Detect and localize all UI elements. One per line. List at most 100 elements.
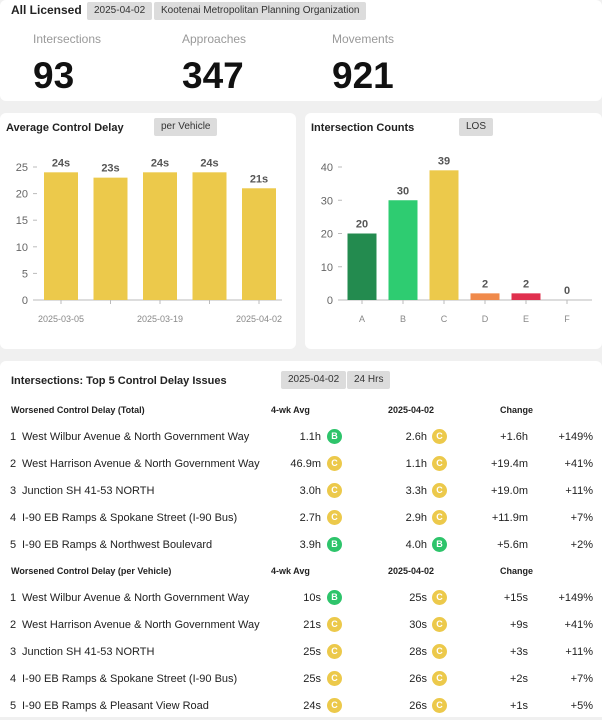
intersection-name: I-90 EB Ramps & Spokane Street (I-90 Bus… xyxy=(22,673,238,685)
row-rank: 2 xyxy=(10,458,17,470)
current-value: 26s xyxy=(409,700,427,712)
table-row[interactable]: 4 I-90 EB Ramps & Spokane Street (I-90 Bu… xyxy=(0,666,602,693)
y-tick-label: 15 xyxy=(16,215,28,227)
avg-value: 24s xyxy=(303,700,321,712)
column-header-date: 2025-04-02 xyxy=(388,566,435,576)
change-value: +5.6m xyxy=(497,539,528,551)
x-tick-label: 2025-03-05 xyxy=(38,314,84,324)
current-value: 2.6h xyxy=(405,431,427,443)
row-rank: 3 xyxy=(10,485,17,497)
table-row[interactable]: 5 I-90 EB Ramps & Northwest Boulevard 3.9h… xyxy=(0,532,602,559)
y-tick-label: 20 xyxy=(16,189,28,201)
change-value: +15s xyxy=(503,592,528,604)
table-row[interactable]: 3 Junction SH 41-53 NORTH 25s C 28s C +3s +11% xyxy=(0,639,602,666)
intersection-name: West Wilbur Avenue & North Government Wa… xyxy=(22,431,250,443)
delay-card-title: Average Control Delay xyxy=(6,122,124,134)
kpi-movements-label: Movements xyxy=(332,32,395,46)
y-tick-label: 40 xyxy=(321,162,333,174)
summary-card: All Licensed 2025-04-02 Kootenai Metropo… xyxy=(0,0,602,101)
section-heading: Worsened Control Delay (per Vehicle) xyxy=(11,566,172,576)
kpi-intersections-value: 93 xyxy=(33,55,75,96)
change-percent: +2% xyxy=(570,539,593,551)
per-vehicle-chip[interactable]: per Vehicle xyxy=(154,118,218,136)
table-row[interactable]: 3 Junction SH 41-53 NORTH 3.0h C 3.3h C +19.0m… xyxy=(0,478,602,505)
row-rank: 4 xyxy=(10,673,17,685)
data-label: 39 xyxy=(438,155,450,167)
table-row[interactable]: 2 West Harrison Avenue & North Government… xyxy=(0,451,602,478)
data-label: 2 xyxy=(523,278,529,290)
column-header-change: Change xyxy=(500,405,534,415)
current-value: 4.0h xyxy=(405,539,427,551)
row-rank: 4 xyxy=(10,512,17,524)
counts-card-title: Intersection Counts xyxy=(311,122,415,134)
table-row[interactable]: 5 I-90 EB Ramps & Pleasant View Road 24s C 2… xyxy=(0,693,602,720)
intersection-name: West Harrison Avenue & North Government … xyxy=(22,458,260,470)
issues-title: Intersections: Top 5 Control Delay Issue… xyxy=(11,375,227,387)
avg-value: 25s xyxy=(303,673,321,685)
los-chip[interactable]: LOS xyxy=(459,118,494,136)
los-badge: C xyxy=(327,617,342,632)
x-tick-label: A xyxy=(359,314,365,324)
los-badge: C xyxy=(327,671,342,686)
y-tick-label: 10 xyxy=(16,242,28,254)
y-tick-label: 0 xyxy=(22,295,28,307)
change-value: +2s xyxy=(509,673,528,685)
intersection-name: West Harrison Avenue & North Government … xyxy=(22,619,260,631)
avg-value: 46.9m xyxy=(290,458,321,470)
organization-filter-chip[interactable]: Kootenai Metropolitan Planning Organizat… xyxy=(154,2,367,20)
bar-2025-03-05 xyxy=(44,172,78,300)
data-label: 21s xyxy=(250,173,268,185)
change-percent: +5% xyxy=(570,700,593,712)
row-rank: 5 xyxy=(10,700,17,712)
top-issues-card: Intersections: Top 5 Control Delay Issue… xyxy=(0,361,602,717)
x-tick-label: 2025-04-02 xyxy=(236,314,282,324)
issues-period-chip[interactable]: 24 Hrs xyxy=(347,371,391,389)
los-badge: C xyxy=(432,456,447,471)
row-rank: 1 xyxy=(10,592,17,604)
date-filter-chip[interactable]: 2025-04-02 xyxy=(87,2,153,20)
los-badge: C xyxy=(432,671,447,686)
bar-D xyxy=(470,293,500,300)
table-row[interactable]: 1 West Wilbur Avenue & North Government W… xyxy=(0,585,602,612)
los-badge: C xyxy=(327,698,342,713)
x-tick-label: E xyxy=(523,314,529,324)
issues-date-chip[interactable]: 2025-04-02 xyxy=(281,371,347,389)
bar-E xyxy=(511,293,541,300)
average-control-delay-chart: 0 5 10 15 20 25 24s 23s 24s 24s 21s 2025-03-05 2025-… xyxy=(16,157,282,324)
change-percent: +7% xyxy=(570,673,593,685)
data-label: 2 xyxy=(482,278,488,290)
los-badge: C xyxy=(432,698,447,713)
change-value: +11.9m xyxy=(491,512,528,524)
change-percent: +149% xyxy=(558,431,593,443)
intersection-name: I-90 EB Ramps & Northwest Boulevard xyxy=(22,539,213,551)
current-value: 3.3h xyxy=(405,485,427,497)
avg-value: 3.9h xyxy=(299,539,321,551)
change-value: +9s xyxy=(509,619,528,631)
page-title: All Licensed xyxy=(11,3,82,17)
data-label: 24s xyxy=(52,157,70,169)
avg-value: 25s xyxy=(303,646,321,658)
change-percent: +11% xyxy=(565,646,593,658)
kpi-approaches-value: 347 xyxy=(182,55,244,96)
los-badge: B xyxy=(432,537,447,552)
y-tick-label: 10 xyxy=(321,262,333,274)
intersection-name: I-90 EB Ramps & Spokane Street (I-90 Bus… xyxy=(22,512,238,524)
table-row[interactable]: 4 I-90 EB Ramps & Spokane Street (I-90 Bu… xyxy=(0,505,602,532)
avg-value: 1.1h xyxy=(299,431,321,443)
data-label: 24s xyxy=(151,157,169,169)
kpi-intersections-label: Intersections xyxy=(33,32,102,46)
intersection-name: Junction SH 41-53 NORTH xyxy=(22,485,155,497)
average-control-delay-card: Average Control Delay per Vehicle 0 5 10 15… xyxy=(0,113,296,349)
x-tick-label: C xyxy=(441,314,448,324)
current-value: 2.9h xyxy=(405,512,427,524)
los-badge: C xyxy=(432,429,447,444)
data-label: 23s xyxy=(101,163,119,175)
kpi-approaches-label: Approaches xyxy=(182,32,247,46)
table-row[interactable]: 1 West Wilbur Avenue & North Government W… xyxy=(0,424,602,451)
data-label: 20 xyxy=(356,219,368,231)
table-row[interactable]: 2 West Harrison Avenue & North Government… xyxy=(0,612,602,639)
change-value: +1.6h xyxy=(500,431,528,443)
y-tick-label: 20 xyxy=(321,229,333,241)
data-label: 0 xyxy=(564,285,570,297)
avg-value: 2.7h xyxy=(299,512,321,524)
